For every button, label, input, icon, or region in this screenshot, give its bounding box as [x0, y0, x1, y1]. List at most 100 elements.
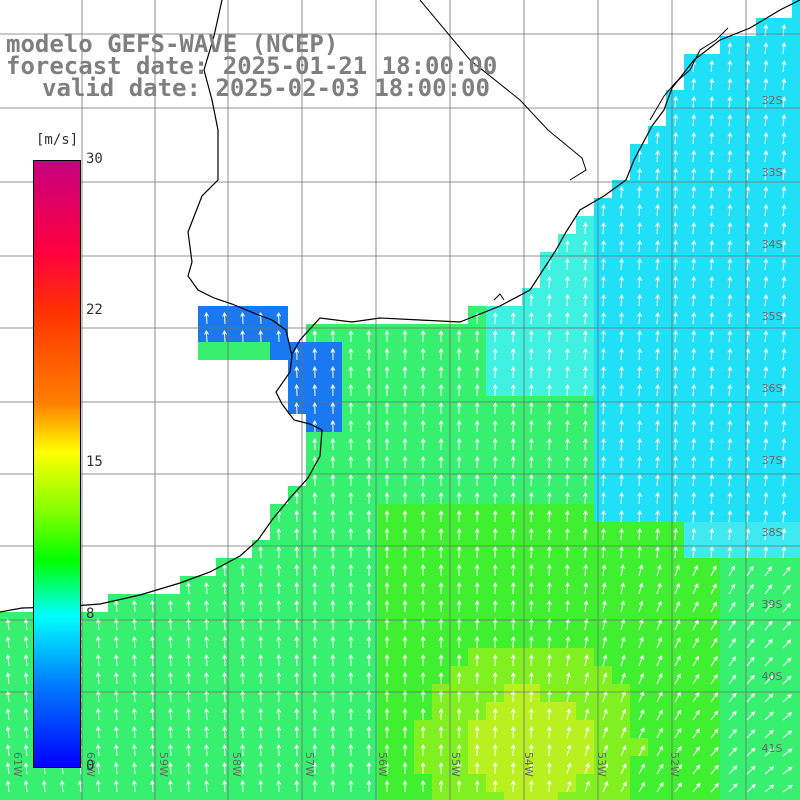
- wind-cell: [792, 774, 800, 792]
- wind-cell: [306, 792, 324, 800]
- wind-arrow: [312, 761, 318, 775]
- wind-arrow: [438, 581, 444, 595]
- wind-arrow: [402, 437, 408, 450]
- wind-cell: [612, 558, 630, 576]
- colorbar-tick: 30: [86, 151, 103, 167]
- wind-arrow: [420, 743, 426, 757]
- wind-cell: [576, 756, 594, 774]
- wind-arrow: [745, 546, 751, 559]
- wind-cell: [792, 90, 800, 108]
- wind-arrow: [656, 763, 664, 775]
- wind-arrow: [240, 617, 245, 631]
- wind-arrow: [420, 311, 426, 325]
- wind-arrow: [674, 709, 682, 721]
- wind-arrow: [402, 455, 408, 468]
- wind-arrow: [546, 491, 552, 505]
- wind-cell: [450, 792, 468, 800]
- wind-arrow: [709, 366, 715, 379]
- wind-cell: [648, 792, 666, 800]
- wind-cell: [792, 468, 800, 486]
- wind-arrow: [583, 563, 589, 577]
- wind-arrow: [745, 330, 751, 343]
- wind-cell: [756, 612, 774, 630]
- wind-arrow: [565, 275, 570, 289]
- wind-arrow: [565, 581, 570, 595]
- wind-cell: [702, 666, 720, 684]
- wind-arrow: [727, 348, 733, 361]
- wind-arrow: [456, 761, 462, 775]
- wind-arrow: [528, 509, 534, 523]
- wind-arrow: [438, 419, 444, 433]
- wind-cell: [522, 792, 540, 800]
- wind-arrow: [709, 510, 715, 523]
- wind-arrow: [655, 437, 660, 451]
- wind-cell: [774, 720, 792, 738]
- wind-arrow: [438, 743, 444, 757]
- wind-arrow: [95, 743, 101, 757]
- wind-arrow: [673, 383, 679, 397]
- wind-arrow: [583, 347, 588, 361]
- wind-cell: [684, 666, 702, 684]
- wind-arrow: [781, 96, 787, 109]
- wind-cell: [792, 576, 800, 594]
- wind-arrow: [710, 783, 719, 793]
- wind-arrow: [330, 707, 336, 721]
- longitude-label: 52W: [668, 752, 681, 777]
- wind-arrow: [456, 437, 462, 451]
- wind-cell: [288, 792, 306, 800]
- wind-arrow: [294, 653, 300, 667]
- wind-arrow: [638, 781, 646, 793]
- wind-arrow: [150, 689, 155, 703]
- wind-cell: [216, 792, 234, 800]
- wind-arrow: [510, 347, 516, 361]
- wind-arrow: [312, 347, 318, 361]
- wind-arrow: [510, 563, 516, 577]
- wind-arrow: [492, 473, 498, 487]
- wind-arrow: [619, 437, 624, 451]
- wind-arrow: [366, 707, 372, 721]
- wind-arrow: [348, 725, 354, 739]
- wind-arrow: [402, 563, 408, 576]
- wind-cell: [666, 630, 684, 648]
- wind-arrow: [637, 149, 642, 163]
- wind-arrow: [492, 527, 498, 541]
- wind-arrow: [168, 635, 173, 649]
- wind-arrow: [673, 527, 679, 541]
- wind-cell: [558, 720, 576, 738]
- wind-arrow: [438, 401, 444, 415]
- wind-arrow: [727, 330, 733, 343]
- wind-arrow: [204, 779, 209, 793]
- wind-arrow: [384, 599, 390, 612]
- wind-arrow: [728, 710, 737, 721]
- wind-arrow: [150, 635, 155, 649]
- wind-arrow: [294, 365, 300, 379]
- wind-arrow: [602, 726, 608, 739]
- wind-arrow: [312, 689, 318, 703]
- wind-arrow: [710, 601, 717, 613]
- wind-arrow: [23, 672, 29, 685]
- wind-arrow: [474, 347, 480, 361]
- wind-cell: [720, 648, 738, 666]
- wind-arrow: [674, 582, 680, 595]
- wind-arrow: [601, 491, 606, 505]
- wind-arrow: [204, 653, 209, 667]
- wind-cell: [630, 558, 648, 576]
- wind-arrow: [601, 221, 606, 235]
- wind-arrow: [312, 365, 318, 379]
- wind-arrow: [655, 509, 660, 523]
- wind-arrow: [763, 114, 769, 127]
- wind-arrow: [348, 365, 354, 379]
- wind-arrow: [150, 725, 155, 739]
- wind-cell: [756, 576, 774, 594]
- wind-arrow: [258, 671, 264, 685]
- wind-arrow: [692, 709, 700, 721]
- wind-arrow: [456, 473, 462, 487]
- latitude-label: 32S: [762, 94, 783, 107]
- wind-arrow: [546, 599, 552, 613]
- wind-arrow: [546, 419, 552, 433]
- wind-arrow: [204, 707, 209, 721]
- wind-arrow: [492, 707, 498, 721]
- wind-arrow: [492, 653, 498, 667]
- wind-arrow: [709, 402, 715, 415]
- wind-cell: [792, 594, 800, 612]
